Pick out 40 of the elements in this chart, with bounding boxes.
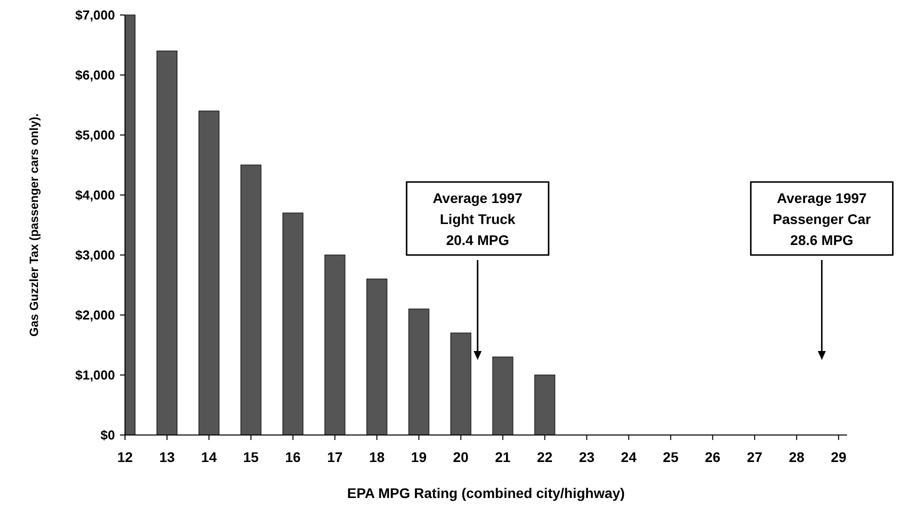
x-tick-label: 21 [495,449,511,465]
x-tick-label: 23 [578,449,595,465]
bar [534,374,556,435]
x-tick-label: 27 [746,449,763,465]
x-tick-label: 28 [788,449,805,465]
y-tick-label: $2,000 [75,308,115,322]
x-tick-label: 22 [536,449,553,465]
ref-line-label: Average 1997 Passenger Car 28.6 MPG [772,190,872,248]
y-tick-label: $6,000 [75,68,115,82]
x-axis-title: EPA MPG Rating (combined city/highway) [347,485,625,501]
x-tick-label: 17 [327,449,343,465]
x-tick-label: 16 [285,449,301,465]
y-tick-label: $7,000 [75,8,115,22]
bar [450,332,472,435]
x-tick-label: 29 [830,449,847,465]
x-tick-label: 19 [411,449,427,465]
y-tick-label: $4,000 [75,188,115,202]
x-tick-label: 12 [117,449,133,465]
x-tick-label: 26 [704,449,721,465]
x-tick-label: 15 [243,449,259,465]
x-tick-label: 20 [453,449,469,465]
y-tick-label: $5,000 [75,128,115,142]
bar [156,50,178,435]
x-tick-label: 24 [620,449,637,465]
bar [408,308,430,435]
bar [240,164,262,435]
y-axis-title: Gas Guzzler Tax (passenger cars only). [27,113,41,337]
bar [282,212,304,435]
bar [324,254,346,435]
y-tick-label: $3,000 [75,248,115,262]
ref-line-label: Average 1997 Light Truck 20.4 MPG [432,190,523,248]
x-tick-label: 13 [159,449,175,465]
y-tick-label: $0 [100,428,115,442]
bar [366,278,388,435]
x-tick-label: 18 [369,449,385,465]
y-tick-label: $1,000 [75,368,115,382]
bar [198,110,220,435]
x-tick-label: 14 [201,449,217,465]
x-tick-label: 25 [662,449,679,465]
bar [492,356,514,435]
